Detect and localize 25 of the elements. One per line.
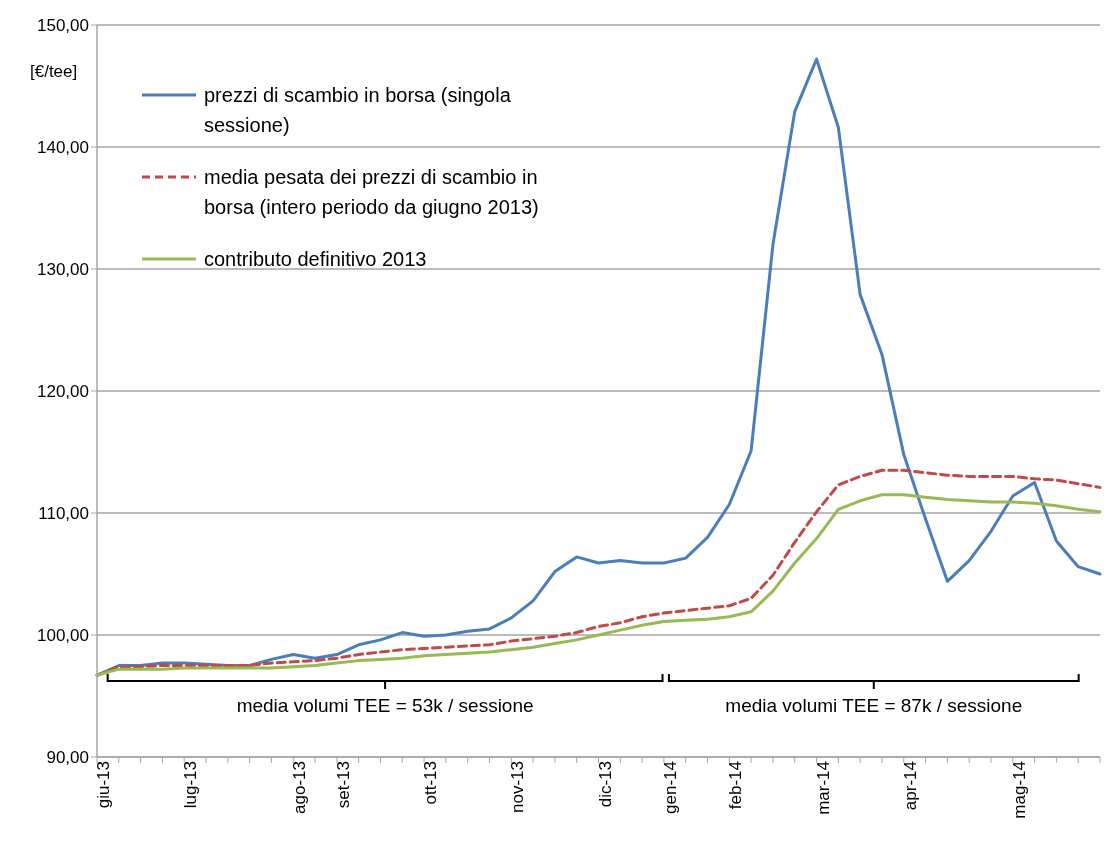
legend-label: contributo definitivo 2013 [204, 247, 427, 272]
x-tick-label: ago-13 [290, 761, 310, 814]
legend-label: media pesata dei prezzi di scambio in borsa (intero periodo da giugno 2013) [204, 165, 540, 220]
annotation: media volumi TEE = 87k / sessione [725, 695, 1023, 716]
y-tick-label: 90,00 [46, 748, 89, 768]
x-tick-label: mar-14 [813, 761, 833, 815]
legend-label: prezzi di scambio in borsa (singola sessione) [204, 83, 512, 138]
y-tick-label: 110,00 [38, 504, 89, 524]
x-tick-label: dic-13 [595, 761, 615, 808]
x-tick-label: ott-13 [421, 761, 441, 805]
y-tick-label: 100,00 [37, 626, 89, 646]
annotation: media volumi TEE = 53k / sessione [236, 695, 534, 716]
y-tick-label: 120,00 [37, 382, 89, 402]
x-tick-label: gen-14 [660, 761, 680, 814]
y-axis-title: [€/tee] [30, 62, 78, 82]
y-tick-label: 130,00 [37, 260, 89, 280]
x-tick-label: lug-13 [181, 761, 201, 809]
x-tick-label: nov-13 [508, 761, 528, 813]
y-tick-label: 140,00 [37, 138, 89, 158]
x-tick-label: feb-14 [726, 761, 746, 810]
x-tick-label: giu-13 [94, 761, 114, 809]
y-tick-label: 150,00 [37, 16, 89, 36]
x-tick-label: mag-14 [1009, 761, 1029, 819]
x-tick-label: set-13 [333, 761, 353, 809]
x-tick-label: apr-14 [900, 761, 920, 811]
